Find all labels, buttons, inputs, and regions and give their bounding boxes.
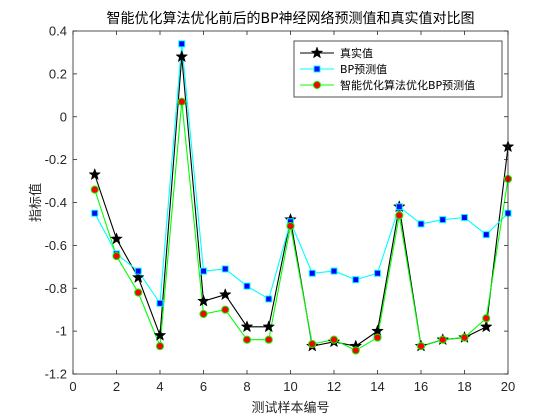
data-point-s3-19 — [482, 314, 491, 323]
data-point-s3-7 — [221, 305, 230, 314]
data-point-s3-15 — [395, 211, 404, 220]
data-point-s3-16 — [416, 342, 426, 351]
y-tick-label: 0.2 — [49, 66, 67, 81]
x-tick-label: 2 — [113, 379, 120, 394]
data-point-s3-10 — [286, 221, 295, 231]
data-point-s1-1 — [88, 167, 102, 181]
data-point-s2-9 — [265, 295, 273, 303]
y-tick-label: -0.6 — [45, 238, 67, 253]
legend-marker-2 — [313, 65, 321, 73]
data-point-s2-7 — [221, 265, 229, 273]
data-point-s3-9 — [264, 335, 273, 344]
legend-label-1: 真实值 — [340, 46, 373, 60]
x-axis-label: 测试样本编号 — [251, 401, 329, 416]
data-point-s1-7 — [218, 287, 232, 301]
data-point-s3-5 — [177, 97, 186, 106]
tick-layer: 0 2 4 6 8 10 12 14 16 18 20 -1.2 -1 -0.8 -0.6 -0.4 -0.2 0… — [45, 24, 516, 395]
data-point-s2-6 — [200, 267, 207, 275]
data-point-s2-19 — [482, 231, 490, 239]
legend-marker-3 — [312, 80, 322, 90]
data-point-s3-1 — [90, 185, 99, 194]
y-tick-label: 0 — [60, 109, 67, 124]
data-point-s1-3 — [131, 270, 145, 283]
data-point-s2-4 — [156, 299, 164, 307]
data-point-s2-3 — [134, 267, 142, 275]
chart-title: 智能优化算法优化前后的BP神经网络预测值和真实值对比图 — [106, 10, 474, 27]
data-point-s2-11 — [308, 269, 316, 277]
x-tick-label: 12 — [327, 379, 341, 394]
data-point-s2-1 — [91, 209, 99, 217]
data-point-s2-14 — [374, 269, 381, 277]
data-point-s1-4 — [153, 328, 167, 341]
data-point-s2-8 — [243, 282, 251, 290]
series-line-2 — [94, 43, 509, 305]
data-point-s1-5 — [175, 50, 189, 63]
x-tick-label: 0 — [69, 379, 76, 394]
y-tick-label: -0.8 — [45, 281, 67, 296]
data-point-s3-18 — [460, 333, 469, 342]
data-point-s3-17 — [438, 335, 447, 344]
x-tick-label: 8 — [243, 379, 250, 394]
data-point-s1-2 — [110, 232, 123, 245]
data-point-s2-16 — [417, 220, 425, 228]
x-tick-label: 10 — [283, 379, 297, 394]
data-point-s3-13 — [351, 346, 360, 355]
legend-marker-1 — [310, 46, 324, 59]
data-point-s3-2 — [112, 251, 121, 261]
data-point-s2-5 — [178, 40, 186, 48]
legend-label-3: 智能优化算法优化BP预测值 — [340, 78, 475, 92]
y-tick-label: -1 — [55, 324, 67, 339]
legend-label-2: BP预测值 — [340, 63, 387, 76]
data-point-s1-9 — [262, 320, 276, 333]
x-tick-label: 6 — [200, 379, 207, 394]
data-point-s3-6 — [199, 309, 208, 319]
marker-layer — [88, 40, 515, 355]
y-tick-label: -0.4 — [45, 195, 67, 210]
data-point-s3-14 — [373, 333, 382, 342]
data-point-s3-11 — [308, 339, 317, 349]
x-tick-label: 14 — [370, 379, 384, 394]
data-point-s2-13 — [352, 276, 360, 284]
data-point-s2-12 — [330, 267, 338, 275]
y-tick-label: 0.4 — [49, 24, 67, 39]
data-point-s1-6 — [197, 294, 210, 307]
data-point-s3-8 — [242, 335, 252, 344]
x-tick-label: 4 — [156, 379, 163, 394]
x-tick-label: 18 — [457, 379, 471, 394]
y-tick-label: -0.2 — [45, 152, 67, 167]
data-point-s2-17 — [439, 216, 447, 224]
x-tick-label: 16 — [414, 379, 428, 394]
data-point-s1-19 — [479, 320, 493, 333]
data-point-s2-15 — [395, 203, 403, 211]
y-axis-label: 指标值 — [28, 183, 44, 222]
data-point-s1-8 — [240, 320, 254, 333]
x-tick-label: 20 — [501, 379, 515, 394]
y-tick-label: -1.2 — [45, 367, 67, 382]
data-point-s3-4 — [155, 342, 165, 351]
data-point-s2-18 — [461, 214, 468, 222]
data-point-s3-12 — [329, 335, 339, 344]
data-point-s3-3 — [134, 288, 143, 297]
